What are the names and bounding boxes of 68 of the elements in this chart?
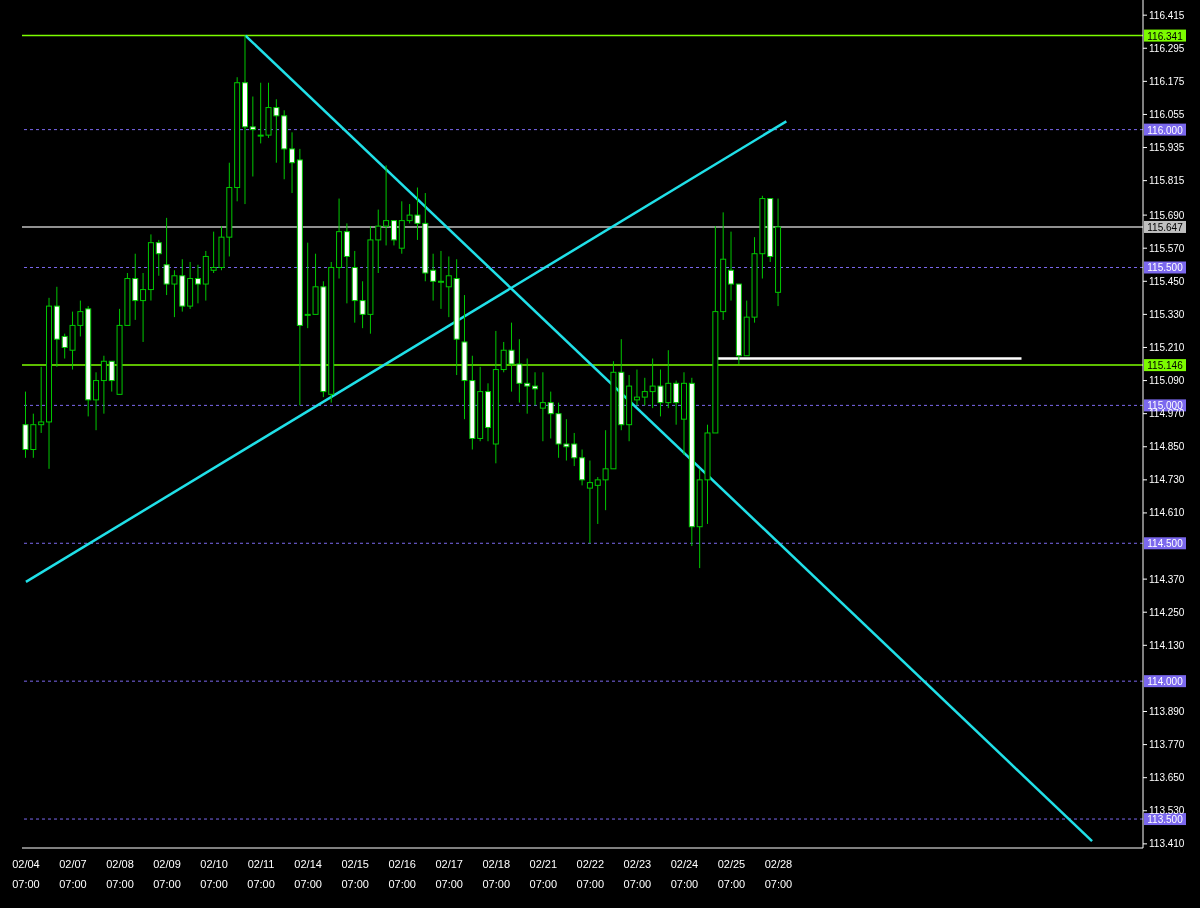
candlestick [140,272,147,343]
x-tick-label: 02/14 07:00 [294,858,322,890]
x-tick-label: 02/22 07:00 [576,858,605,890]
y-tick-label: 115.450 [1149,275,1185,287]
candlestick [93,371,100,431]
x-tick-label: 02/28 07:00 [764,858,793,890]
ref-line-label: 116.341 [1147,30,1184,42]
x-tick-label: 02/10 07:00 [200,858,228,890]
ref-line-label: 113.500 [1147,814,1184,826]
candlestick [100,355,107,415]
candlestick [194,264,201,304]
candlestick [38,366,45,434]
x-tick-label: 02/21 07:00 [529,858,558,890]
candlestick [579,449,586,486]
x-tick-label: 02/07 07:00 [59,858,87,890]
y-tick-label: 114.730 [1149,474,1185,486]
y-tick-label: 115.570 [1149,242,1185,254]
y-tick-label: 115.935 [1149,142,1185,154]
candlestick [673,380,680,426]
ref-line-label: 115.647 [1147,221,1184,233]
x-tick-label: 02/09 07:00 [153,858,181,890]
ref-line-label: 115.000 [1147,400,1184,412]
candlestick [586,460,593,544]
candlestick [728,231,735,302]
ref-line-label: 115.146 [1147,360,1184,372]
y-tick-label: 116.295 [1149,42,1185,54]
candlestick [390,220,397,246]
candlestick [437,250,444,310]
x-tick-label: 02/11 07:00 [247,858,275,890]
candlestick [445,255,452,318]
candlestick [289,131,296,194]
candlestick [633,369,640,406]
x-tick-label: 02/18 07:00 [482,858,511,890]
y-tick-label: 114.850 [1149,441,1185,453]
y-tick-label: 115.690 [1149,209,1185,221]
y-tick-label: 116.055 [1149,109,1185,120]
x-tick-label: 02/15 07:00 [341,858,369,890]
y-tick-label: 116.415 [1149,9,1185,21]
ref-line-label: 114.500 [1147,538,1184,550]
x-tick-label: 02/08 07:00 [106,858,134,890]
candlestick [532,371,539,406]
y-tick-label: 114.370 [1149,573,1185,585]
y-tick-label: 113.770 [1149,739,1185,751]
ref-line-label: 116.000 [1147,124,1184,136]
x-tick-label: 02/17 07:00 [435,858,463,890]
y-tick-label: 113.410 [1149,838,1185,850]
x-tick-label: 02/16 07:00 [388,858,416,890]
y-tick-label: 115.090 [1149,375,1185,387]
y-tick-label: 115.210 [1149,342,1185,354]
x-tick-label: 02/04 07:00 [12,858,40,890]
y-tick-label: 115.815 [1149,175,1185,187]
y-tick-label: 115.330 [1149,308,1185,320]
y-tick-label: 113.650 [1149,772,1185,784]
candlestick [383,164,390,246]
ref-line-label: 114.000 [1147,676,1184,688]
x-tick-label: 02/25 07:00 [717,858,746,890]
y-tick-label: 116.175 [1149,75,1185,87]
y-tick-label: 114.250 [1149,606,1185,618]
candlestick [155,239,162,277]
x-tick-label: 02/24 07:00 [670,858,699,890]
ref-line-label: 115.500 [1147,262,1184,274]
y-tick-label: 114.610 [1149,507,1185,519]
y-tick-label: 114.130 [1149,639,1185,651]
candlestick [430,253,437,302]
candlestick [249,96,256,177]
x-tick-label: 02/23 07:00 [623,858,652,890]
y-tick-label: 113.890 [1149,706,1185,718]
candlestick [539,371,546,442]
